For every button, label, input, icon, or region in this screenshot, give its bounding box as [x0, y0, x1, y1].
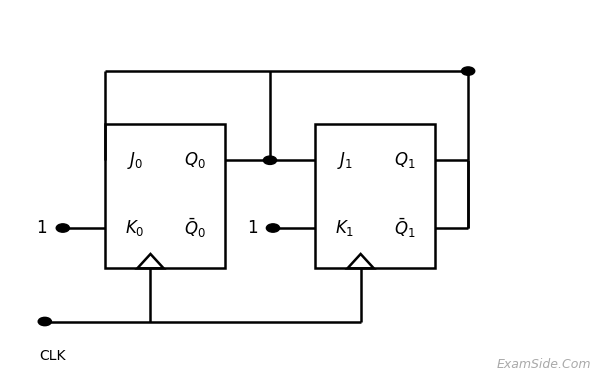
- Text: $\bar{Q}_0$: $\bar{Q}_0$: [184, 216, 206, 240]
- Circle shape: [38, 317, 52, 326]
- Bar: [315, 124, 435, 268]
- Bar: [105, 124, 225, 268]
- Circle shape: [462, 67, 474, 75]
- Text: $Q_1$: $Q_1$: [395, 150, 416, 170]
- Text: $K_0$: $K_0$: [125, 218, 145, 238]
- Circle shape: [56, 224, 70, 232]
- Text: $\bar{Q}_1$: $\bar{Q}_1$: [395, 216, 416, 240]
- Text: 1: 1: [36, 219, 47, 237]
- Text: $J_0$: $J_0$: [127, 150, 143, 171]
- Text: ExamSide.Com: ExamSide.Com: [497, 358, 591, 371]
- Text: CLK: CLK: [39, 349, 65, 363]
- Circle shape: [267, 224, 279, 232]
- Circle shape: [264, 156, 276, 164]
- Text: $K_1$: $K_1$: [335, 218, 355, 238]
- Text: $J_1$: $J_1$: [337, 150, 353, 171]
- Text: $Q_0$: $Q_0$: [184, 150, 206, 170]
- Text: 1: 1: [247, 219, 258, 237]
